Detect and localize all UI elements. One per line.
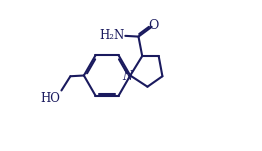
Text: HO: HO [41, 92, 61, 105]
Text: H₂N: H₂N [100, 29, 125, 42]
Text: O: O [148, 19, 159, 32]
Text: N: N [123, 70, 133, 83]
